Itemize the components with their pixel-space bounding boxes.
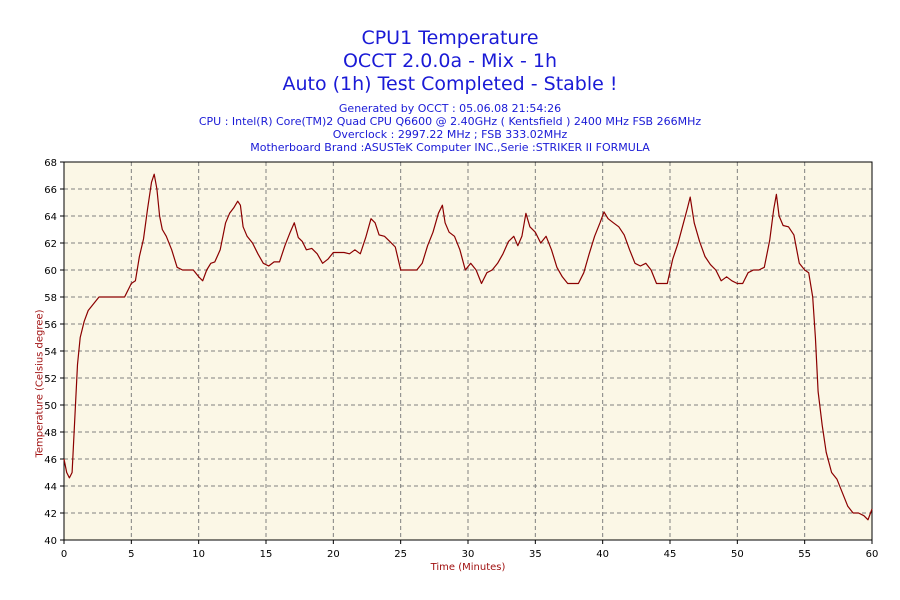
chart-title: CPU1 Temperature bbox=[361, 27, 539, 49]
x-tick-label: 45 bbox=[664, 549, 677, 560]
y-tick-label: 50 bbox=[44, 401, 57, 412]
x-tick-label: 30 bbox=[462, 549, 475, 560]
x-tick-label: 60 bbox=[866, 549, 879, 560]
x-tick-label: 35 bbox=[529, 549, 542, 560]
cpu-info: CPU : Intel(R) Core(TM)2 Quad CPU Q6600 … bbox=[198, 115, 702, 128]
x-tick-label: 10 bbox=[192, 549, 205, 560]
y-axis-label: Temperature (Celsius degree) bbox=[34, 309, 46, 458]
x-tick-label: 50 bbox=[731, 549, 744, 560]
y-tick-label: 64 bbox=[44, 212, 57, 223]
y-tick-label: 44 bbox=[44, 482, 57, 493]
y-tick-label: 42 bbox=[44, 509, 57, 520]
x-tick-label: 0 bbox=[61, 549, 67, 560]
y-tick-label: 68 bbox=[44, 158, 57, 169]
x-tick-label: 40 bbox=[596, 549, 609, 560]
x-tick-label: 15 bbox=[260, 549, 273, 560]
chart-subtitle-test: OCCT 2.0.0a - Mix - 1h bbox=[342, 50, 558, 72]
y-tick-label: 54 bbox=[44, 347, 57, 358]
x-axis-label: Time (Minutes) bbox=[430, 562, 506, 573]
x-tick-label: 25 bbox=[394, 549, 407, 560]
y-tick-label: 48 bbox=[44, 428, 57, 439]
y-tick-label: 60 bbox=[44, 266, 57, 277]
temperature-series-line bbox=[63, 173, 873, 521]
plot-frame bbox=[63, 161, 873, 541]
y-tick-label: 66 bbox=[44, 185, 57, 196]
x-tick-label: 5 bbox=[128, 549, 134, 560]
x-tick-label: 20 bbox=[327, 549, 340, 560]
y-tick-label: 62 bbox=[44, 239, 57, 250]
y-tick-label: 52 bbox=[44, 374, 57, 385]
overclock-info: Overclock : 2997.22 MHz ; FSB 333.02MHz bbox=[332, 128, 568, 141]
y-tick-label: 56 bbox=[44, 320, 57, 331]
x-tick-label: 55 bbox=[798, 549, 811, 560]
y-tick-label: 40 bbox=[44, 536, 57, 547]
chart-subtitle-status: Auto (1h) Test Completed - Stable ! bbox=[282, 73, 618, 95]
generated-info: Generated by OCCT : 05.06.08 21:54:26 bbox=[338, 102, 562, 115]
y-tick-label: 46 bbox=[44, 455, 57, 466]
y-tick-label: 58 bbox=[44, 293, 57, 304]
motherboard-info: Motherboard Brand :ASUSTeK Computer INC.… bbox=[250, 141, 650, 154]
